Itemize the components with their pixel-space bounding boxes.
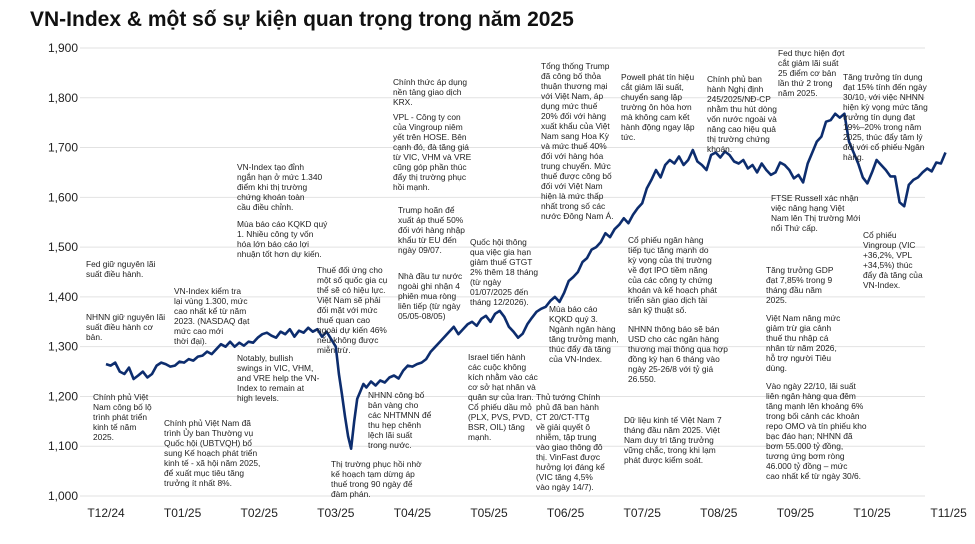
x-tick-label: T03/25 [317, 506, 355, 520]
annotation-ftse-upgrade: FTSE Russell xác nhận việc nâng hạng Việ… [771, 193, 861, 233]
x-tick-label: T08/25 [700, 506, 738, 520]
annotation-foreign-buying: Nhà đầu tư nước ngoài ghi nhận 4 phiên m… [398, 271, 463, 321]
annotation-ct20-vinfast: Thủ tướng Chính phủ đã ban hành CT 20/CT… [536, 392, 605, 492]
annotation-7m-data: Dữ liệu kinh tế Việt Nam 7 tháng đầu năm… [624, 415, 722, 465]
annotation-peak-1340: VN-Index tạo đỉnh ngắn hạn ở mức 1.340 đ… [237, 162, 323, 212]
annotation-q1-earnings: Mùa báo cáo KQKD quý 1. Nhiều công ty vố… [237, 219, 328, 259]
x-tick-label: T09/25 [777, 506, 815, 520]
x-tick-label: T10/25 [853, 506, 891, 520]
x-tick-label: T04/25 [394, 506, 432, 520]
annotation-bank-stocks: Cổ phiếu ngân hàng tiếp tục tăng mạnh do… [628, 235, 717, 315]
y-tick-label: 1,300 [48, 340, 78, 354]
annotation-interbank-rate: Vào ngày 22/10, lãi suất liên ngân hàng … [766, 381, 867, 481]
x-tick-label: T07/25 [624, 506, 662, 520]
annotation-q3-earnings: Mùa báo cáo KQKD quý 3. Ngành ngân hàng … [549, 304, 619, 364]
annotation-israel-iran: Israel tiến hành các cuộc không kích nhằ… [468, 352, 538, 442]
annotation-trade-deal: Tổng thống Trump đã công bố thỏa thuận t… [541, 61, 614, 221]
x-tick-label: T01/25 [164, 506, 202, 520]
annotation-gov-roadmap: Chính phủ Việt Nam công bố lộ trình phát… [93, 392, 152, 442]
annotation-nhnn-hold: NHNN giữ nguyên lãi suất điều hành cơ bả… [86, 312, 166, 342]
annotation-vpl-listing: VPL - Công ty con của Vingroup niêm yết … [393, 112, 472, 192]
y-tick-label: 1,900 [48, 41, 78, 55]
annotation-credit-growth: Tăng trưởng tín dụng đạt 15% tính đến ng… [843, 72, 928, 162]
x-tick-label: T12/24 [87, 506, 125, 520]
vn-index-line [105, 112, 947, 450]
annotation-vingroup-stocks: Cổ phiếu Vingroup (VIC +36,2%, VPL +34,5… [863, 230, 923, 290]
y-tick-label: 1,100 [48, 439, 78, 453]
annotation-vat-cut: Quốc hội thông qua việc gia hạn giảm thu… [470, 237, 538, 307]
grid-lines [80, 47, 925, 497]
annotation-tariff-pause: Thị trường phục hồi nhờ kế hoạch tạm dừn… [331, 459, 422, 499]
x-axis-ticks: T12/24 T01/25 T02/25 T03/25 T04/25 T05/25 T06/… [87, 506, 967, 520]
y-tick-label: 1,500 [48, 240, 78, 254]
annotation-gold-bars: NHNN công bố bản vàng cho các NHTMNN để … [368, 390, 432, 450]
y-tick-label: 1,600 [48, 190, 78, 204]
annotation-fed-hold: Fed giữ nguyên lãi suất điều hành. [86, 259, 156, 279]
y-tick-label: 1,800 [48, 91, 78, 105]
x-tick-label: T02/25 [241, 506, 279, 520]
y-tick-label: 1,200 [48, 389, 78, 403]
y-tick-label: 1,400 [48, 290, 78, 304]
annotation-usd-sale: NHNN thông báo sẽ bán USD cho các ngân h… [628, 324, 728, 384]
annotation-powell-signal: Powell phát tín hiệu cắt giảm lãi suất, … [621, 72, 695, 142]
annotation-gdp-9m: Tăng trưởng GDP đạt 7,85% trong 9 tháng … [766, 265, 834, 305]
annotation-bullish-swings: Notably, bullish swings in VIC, VHM, and… [237, 353, 320, 403]
annotation-eu-tariff-delay: Trump hoãn để xuất áp thuế 50% đối với h… [398, 205, 465, 255]
y-tick-label: 1,000 [48, 489, 78, 503]
y-axis-ticks: 1,000 1,100 1,200 1,300 1,400 1,500 1,600 1,700… [48, 41, 78, 503]
chart-title: VN-Index & một số sự kiện quan trọng tro… [30, 8, 574, 31]
x-tick-label: T05/25 [470, 506, 508, 520]
annotation-krx: Chính thức áp dụng nền tảng giao dịch KR… [393, 77, 468, 107]
annotation-family-deduction: Việt Nam nâng mức giảm trừ gia cảnh thuế… [766, 313, 841, 373]
annotation-growth-target: Chính phủ Việt Nam đã trình Ủy ban Thườn… [164, 418, 261, 488]
annotation-reciprocal-tariff: Thuế đối ứng cho một số quốc gia cụ thể … [317, 265, 388, 355]
x-tick-label: T06/25 [547, 506, 585, 520]
y-tick-label: 1,700 [48, 141, 78, 155]
annotation-vnindex-1300: VN-Index kiểm tra lại vùng 1.300, mức ca… [174, 286, 250, 346]
annotation-fed-cut-2: Fed thực hiện đợt cắt giảm lãi suất 25 đ… [778, 48, 845, 98]
x-tick-label: T11/25 [930, 506, 967, 520]
annotation-decree-245: Chính phủ ban hành Nghị định 245/2025/NĐ… [707, 74, 777, 154]
